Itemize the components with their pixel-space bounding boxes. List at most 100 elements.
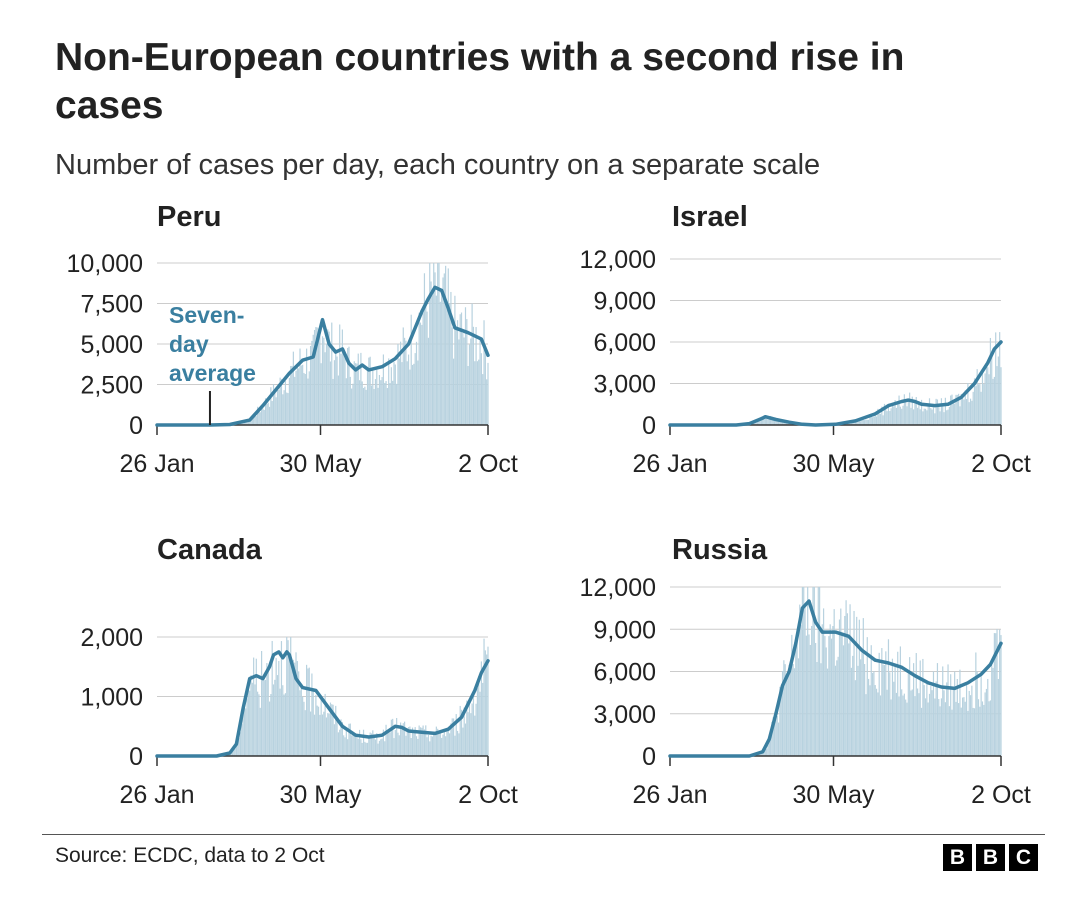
daily-bar <box>882 664 884 756</box>
daily-bar <box>397 344 399 425</box>
daily-bar <box>938 698 940 756</box>
source-note: Source: ECDC, data to 2 Oct <box>55 844 325 867</box>
daily-bar <box>870 413 872 425</box>
daily-bar <box>899 646 901 756</box>
daily-bar <box>856 616 858 756</box>
daily-bar <box>308 667 310 756</box>
daily-bar <box>458 733 460 756</box>
daily-bar <box>376 733 378 756</box>
panel-title: Peru <box>157 201 221 233</box>
daily-bar <box>902 405 904 425</box>
daily-bar <box>977 384 980 425</box>
daily-bar <box>357 738 359 756</box>
daily-bar <box>377 387 379 425</box>
daily-bar <box>374 379 377 425</box>
x-tick-label: 30 May <box>793 781 875 809</box>
daily-bar <box>808 634 810 756</box>
daily-bar <box>405 340 407 425</box>
daily-bar <box>358 380 361 425</box>
daily-bar <box>455 326 457 425</box>
daily-bar <box>431 295 433 425</box>
daily-bar <box>864 664 866 756</box>
daily-bar <box>442 277 444 425</box>
daily-bar <box>756 419 758 425</box>
daily-bar <box>926 410 928 425</box>
daily-bar <box>981 373 984 425</box>
daily-bar <box>268 701 271 756</box>
daily-bar <box>271 401 273 425</box>
daily-bar <box>332 704 334 756</box>
daily-bar <box>983 384 985 425</box>
daily-bar <box>911 396 913 425</box>
daily-bar <box>899 406 901 425</box>
daily-bar <box>321 336 324 425</box>
daily-bar <box>257 691 259 756</box>
daily-bar <box>866 419 868 425</box>
daily-bar <box>881 648 883 756</box>
daily-bar <box>378 740 381 756</box>
daily-bar <box>834 665 837 756</box>
daily-bar <box>946 410 948 425</box>
daily-bar <box>368 736 370 756</box>
daily-bar <box>287 393 289 425</box>
daily-bar <box>423 273 426 425</box>
daily-bar <box>956 679 958 756</box>
daily-bar <box>344 358 346 425</box>
daily-bar <box>760 416 762 425</box>
daily-bar <box>792 664 794 756</box>
daily-bar <box>267 402 269 425</box>
daily-bar <box>768 418 770 425</box>
daily-bar <box>922 658 924 756</box>
daily-bar <box>811 625 813 756</box>
daily-bar <box>780 692 782 756</box>
daily-bar <box>842 645 845 756</box>
daily-bar <box>468 699 471 756</box>
daily-bar <box>414 353 416 425</box>
daily-bar <box>918 693 920 756</box>
daily-bar <box>931 690 933 756</box>
daily-bar <box>307 668 309 756</box>
daily-bar <box>923 408 925 425</box>
x-tick-label: 26 Jan <box>119 450 194 478</box>
daily-bar <box>309 346 312 425</box>
daily-bar <box>819 587 821 756</box>
bbc-logo: B B C <box>943 844 1038 871</box>
daily-bar <box>996 629 998 756</box>
daily-bar <box>862 419 864 425</box>
daily-bar <box>431 736 433 756</box>
daily-bar <box>317 328 320 425</box>
daily-bar <box>793 668 796 756</box>
daily-bar <box>984 692 986 756</box>
daily-bar <box>430 281 432 425</box>
daily-bar <box>262 408 264 425</box>
daily-bar <box>783 660 785 756</box>
daily-bar <box>452 358 455 425</box>
daily-bar <box>804 604 806 756</box>
daily-bar <box>283 390 285 425</box>
daily-bar <box>858 418 860 425</box>
daily-bar <box>860 421 862 425</box>
daily-bar <box>365 742 367 756</box>
daily-bar <box>476 688 479 756</box>
x-tick-label: 2 Oct <box>458 450 518 478</box>
daily-bar <box>951 394 953 425</box>
daily-bar <box>874 685 876 756</box>
daily-bar <box>460 709 463 756</box>
daily-bar <box>255 658 257 756</box>
daily-bar <box>335 705 337 756</box>
daily-bar <box>852 655 854 756</box>
daily-bar <box>450 291 452 425</box>
daily-bar <box>773 420 776 425</box>
daily-bar <box>865 419 867 425</box>
daily-bar <box>825 647 827 756</box>
daily-bar <box>235 740 238 756</box>
daily-bar <box>788 664 790 756</box>
daily-bar <box>438 732 440 756</box>
y-tick-label: 0 <box>129 412 143 440</box>
daily-bar <box>403 721 406 756</box>
daily-bar <box>451 327 453 425</box>
daily-bar <box>278 661 280 756</box>
daily-bar <box>341 721 343 756</box>
daily-bar <box>482 374 484 425</box>
daily-bar <box>784 664 786 756</box>
